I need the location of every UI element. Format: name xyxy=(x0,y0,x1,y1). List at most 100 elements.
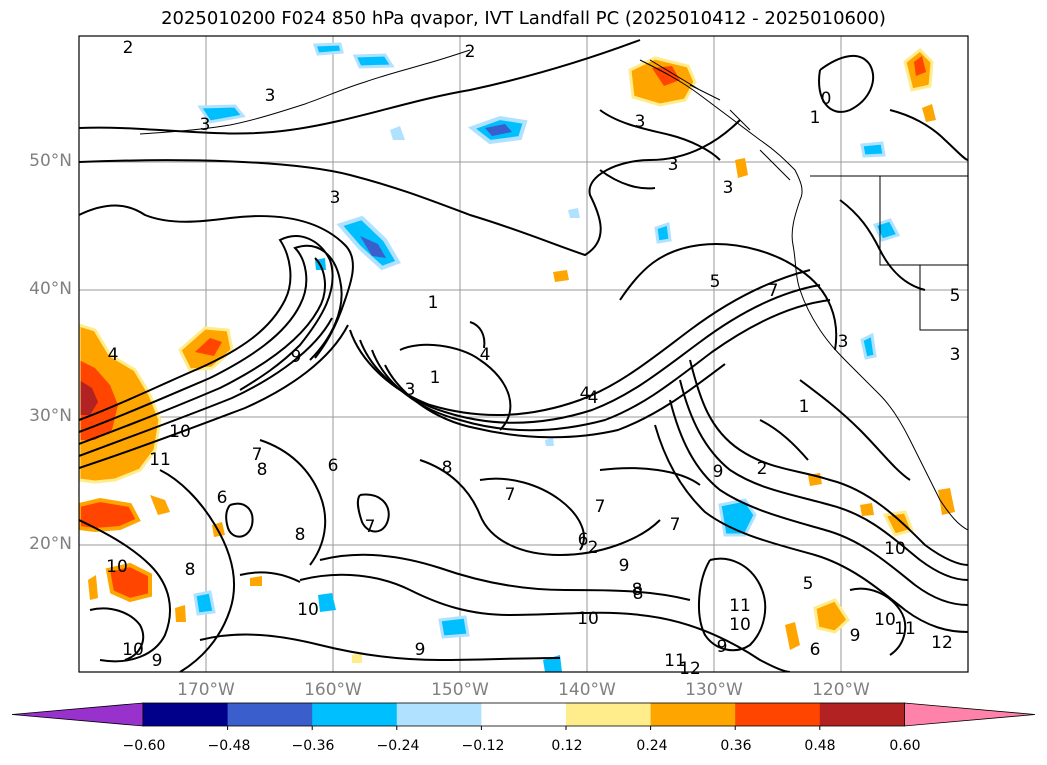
contour-label: 1 xyxy=(430,368,441,388)
colorbar xyxy=(11,702,1036,730)
contour-label: 8 xyxy=(632,580,643,600)
contour-label: 10 xyxy=(169,422,191,442)
contour-label: 2 xyxy=(123,38,134,58)
colorbar-tick-label: 0.24 xyxy=(636,738,668,754)
contour-label: 1 xyxy=(799,397,810,417)
colorbar-tick-label: −0.24 xyxy=(376,738,420,754)
contour-label: 3 xyxy=(723,178,734,198)
colorbar-segment xyxy=(735,703,821,726)
lon-label-150w: 150°W xyxy=(431,680,489,700)
contour-label: 12 xyxy=(931,633,953,653)
contour-label: 3 xyxy=(200,115,211,135)
contour-label: 10 xyxy=(577,609,599,629)
colorbar-segment xyxy=(819,703,905,726)
contour-label: 11 xyxy=(149,450,171,470)
contour-label: 7 xyxy=(365,517,376,537)
contour-label: 11 xyxy=(894,619,916,639)
colorbar-segment xyxy=(143,703,229,726)
contour-label: 10 xyxy=(106,557,128,577)
colorbar-segment xyxy=(481,703,567,726)
colorbar-frame xyxy=(142,702,905,727)
lat-label-40n: 40°N xyxy=(29,279,72,299)
colorbar-tick-label: −0.48 xyxy=(207,738,251,754)
contour-label: 10 xyxy=(874,610,896,630)
contour-label: 5 xyxy=(803,574,814,594)
colorbar-segment xyxy=(566,703,652,726)
contour-label: 5 xyxy=(950,286,961,306)
contour-label: 2 xyxy=(588,538,599,558)
contour-label: 6 xyxy=(328,456,339,476)
contour-label: 3 xyxy=(668,155,679,175)
colorbar-tick-label: 0.60 xyxy=(889,738,921,754)
contour-label: 3 xyxy=(635,112,646,132)
lon-label-120w: 120°W xyxy=(812,680,870,700)
contour-label: 7 xyxy=(670,515,681,535)
contour-label: 9 xyxy=(713,462,724,482)
contour-label: 9 xyxy=(152,651,163,671)
colorbar-tick-label: 0.12 xyxy=(551,738,583,754)
contour-label: 3 xyxy=(950,345,961,365)
contour-label: 3 xyxy=(330,188,341,208)
colorbar-segment xyxy=(227,703,313,726)
contour-label: 9 xyxy=(619,556,630,576)
lat-label-50n: 50°N xyxy=(29,151,72,171)
contour-label: 6 xyxy=(578,530,589,550)
colorbar-tick-label: 0.48 xyxy=(804,738,836,754)
contour-label: 4 xyxy=(480,345,491,365)
colorbar-extend-low xyxy=(11,702,144,727)
contour-label: 12 xyxy=(679,659,701,679)
contour-label: 10 xyxy=(884,539,906,559)
colorbar-segment xyxy=(396,703,482,726)
lon-label-170w: 170°W xyxy=(177,680,235,700)
contour-label: 3 xyxy=(265,86,276,106)
contour-label: 2 xyxy=(465,42,476,62)
contour-label: 9 xyxy=(850,626,861,646)
map-frame xyxy=(78,35,969,673)
colorbar-extend-high xyxy=(904,702,1036,727)
contour-label: 10 xyxy=(297,600,319,620)
contour-label: 2 xyxy=(757,459,768,479)
contour-label: 3 xyxy=(405,380,416,400)
contour-label: 9 xyxy=(415,640,426,660)
contour-lines xyxy=(79,39,968,672)
contour-label: 8 xyxy=(442,458,453,478)
contour-label: 4 xyxy=(588,388,599,408)
map-title: 2025010200 F024 850 hPa qvapor, IVT Land… xyxy=(161,8,886,29)
colorbar-tick-label: −0.36 xyxy=(291,738,335,754)
contour-label: 7 xyxy=(768,281,779,301)
contour-label: 9 xyxy=(291,347,302,367)
contour-label: 10 xyxy=(729,615,751,635)
coastlines xyxy=(139,49,968,531)
contour-label: 0 xyxy=(821,89,832,109)
contour-label: 10 xyxy=(122,640,144,660)
colorbar-segment xyxy=(650,703,736,726)
colorbar-tick-label: 0.36 xyxy=(720,738,752,754)
contour-label: 3 xyxy=(838,332,849,352)
colorbar-tick-label: −0.12 xyxy=(461,738,505,754)
contour-label: 5 xyxy=(710,272,721,292)
contour-label: 8 xyxy=(257,460,268,480)
lon-label-160w: 160°W xyxy=(304,680,362,700)
lat-label-20n: 20°N xyxy=(29,534,72,554)
contour-label: 11 xyxy=(729,596,751,616)
contour-label: 7 xyxy=(595,497,606,517)
contour-label: 6 xyxy=(810,640,821,660)
lon-label-140w: 140°W xyxy=(558,680,616,700)
colorbar-tick-label: −0.60 xyxy=(122,738,166,754)
contour-label: 8 xyxy=(633,584,644,604)
contour-label: 1 xyxy=(810,108,821,128)
lat-label-30n: 30°N xyxy=(29,406,72,426)
contour-label: 7 xyxy=(252,445,263,465)
colorbar-segment xyxy=(312,703,398,726)
contour-label: 4 xyxy=(580,384,591,404)
contour-label: 7 xyxy=(505,485,516,505)
contour-label: 8 xyxy=(295,525,306,545)
contour-label: 8 xyxy=(185,560,196,580)
contour-label: 6 xyxy=(217,488,228,508)
contour-label: 1 xyxy=(428,293,439,313)
lon-label-130w: 130°W xyxy=(685,680,743,700)
contour-label: 9 xyxy=(717,637,728,657)
contour-label: 4 xyxy=(108,345,119,365)
